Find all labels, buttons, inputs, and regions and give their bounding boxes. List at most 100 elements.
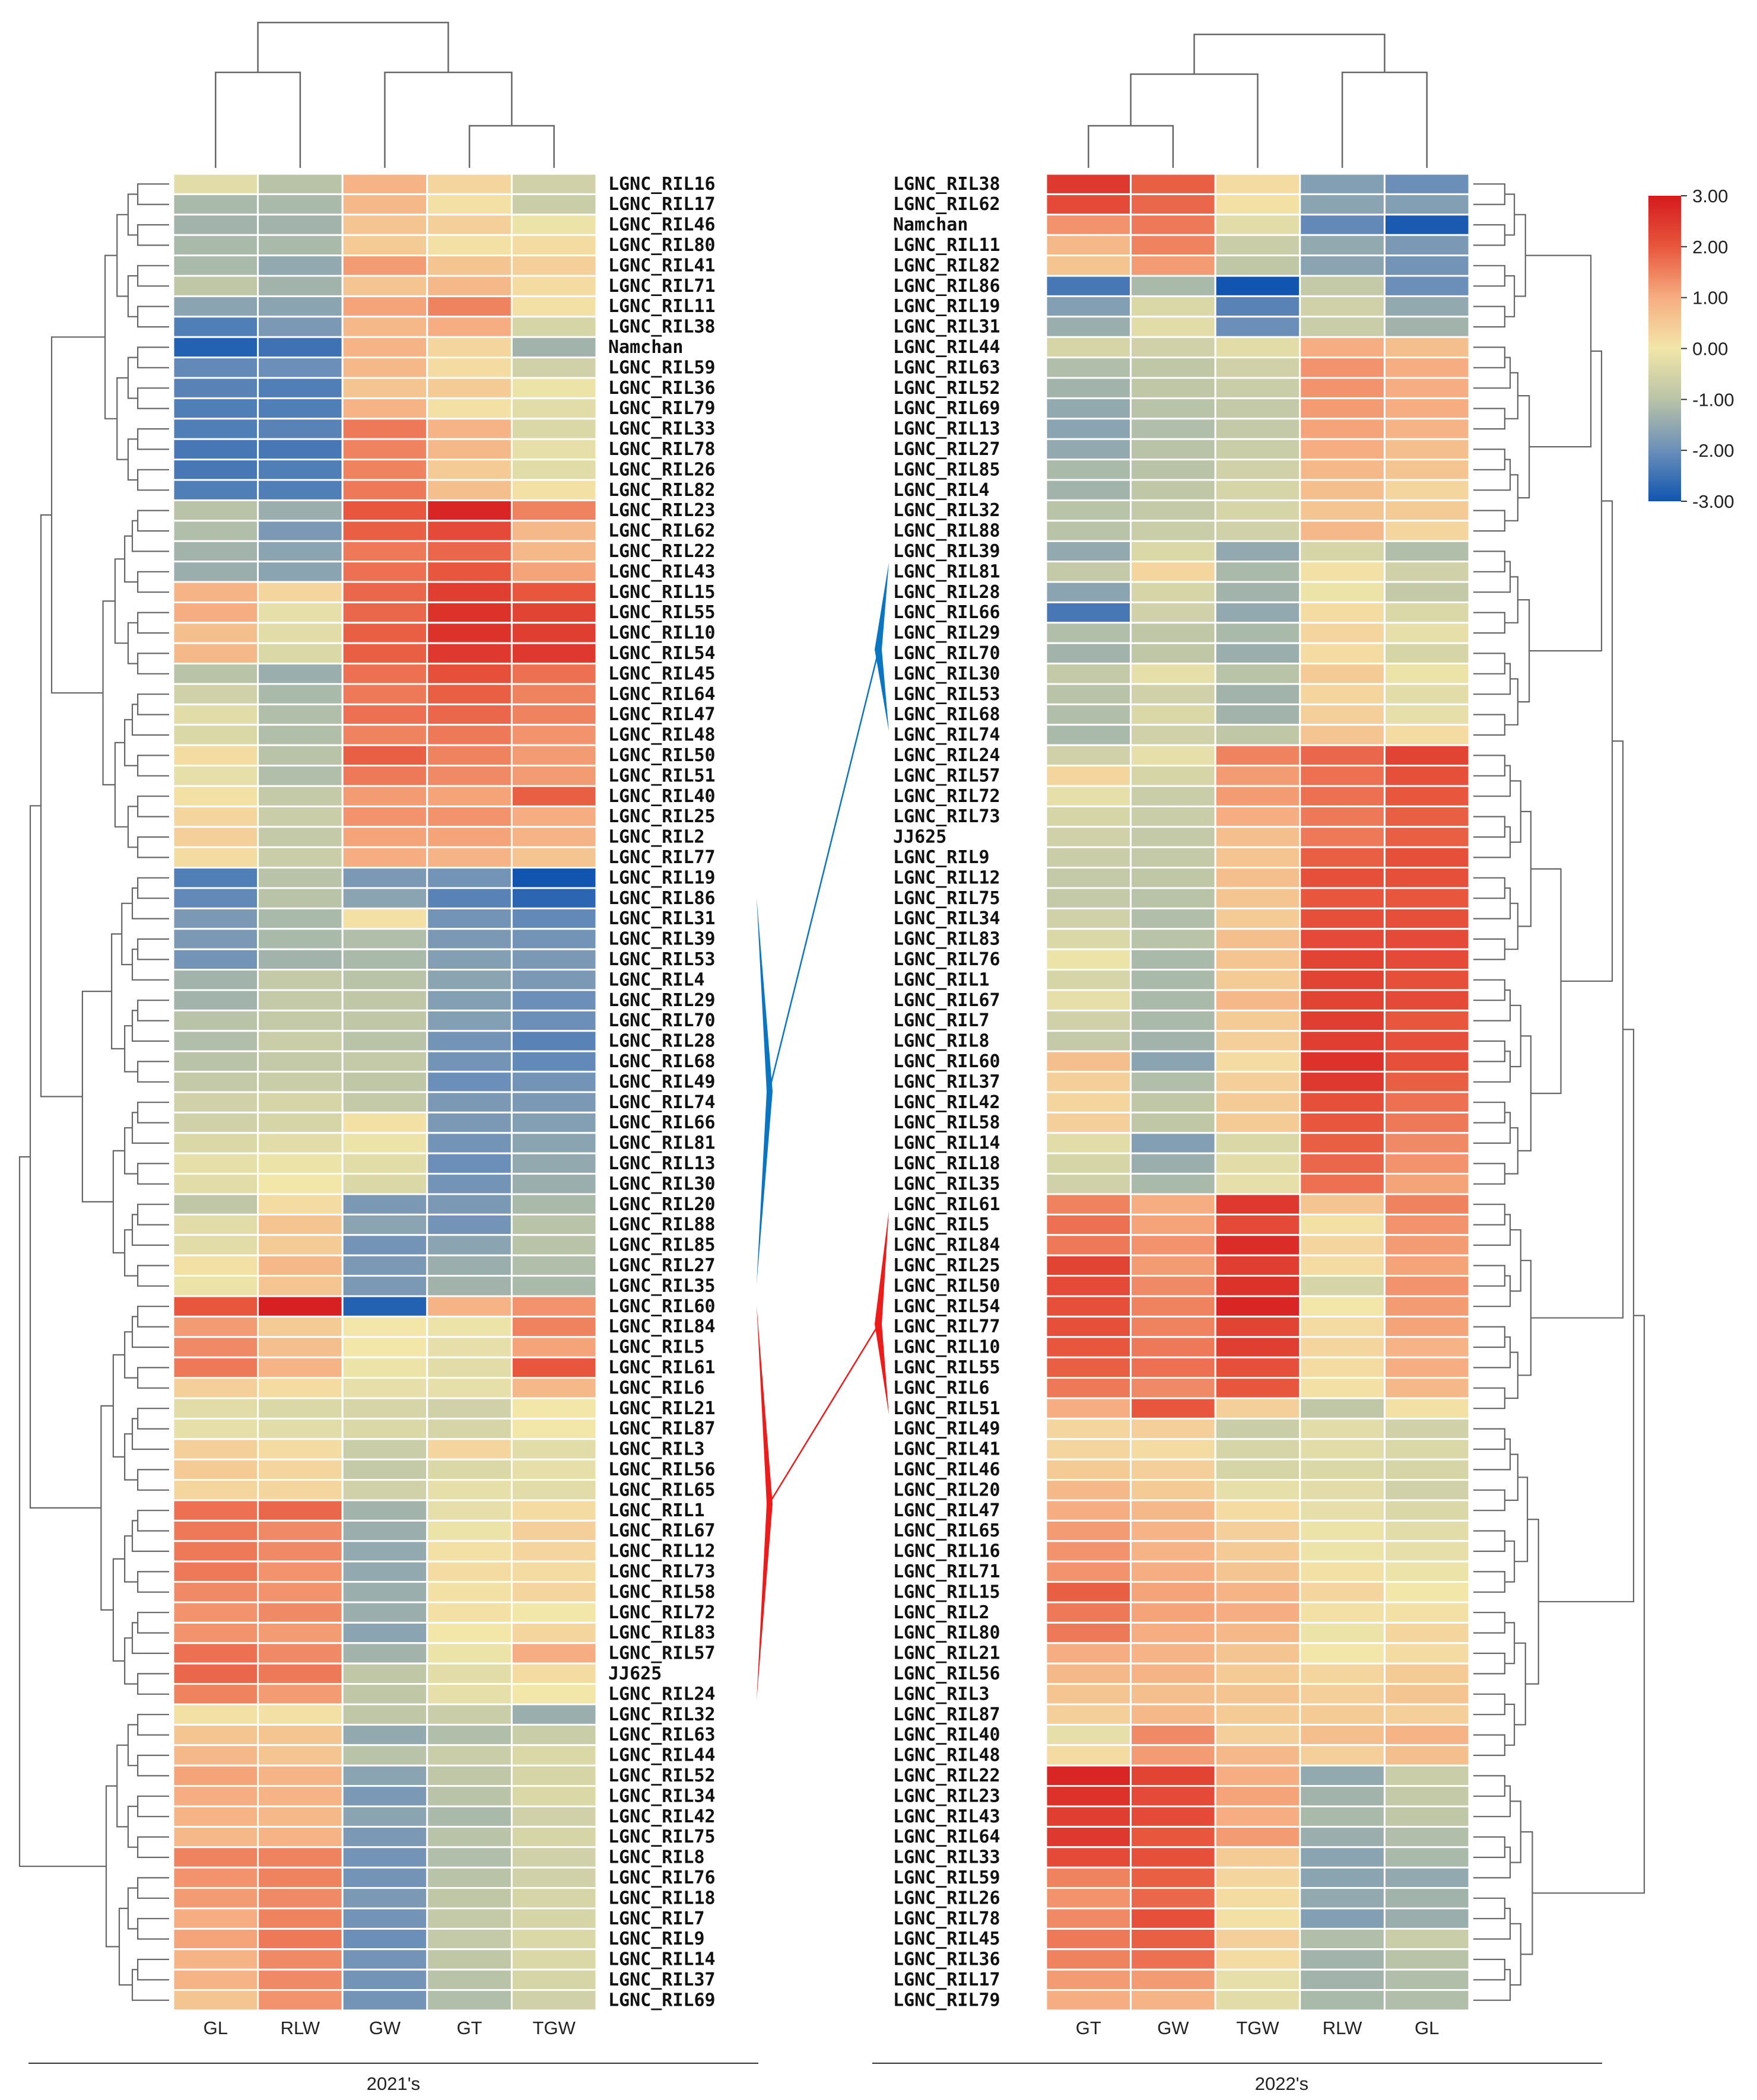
heatmap-cell <box>1299 1315 1386 1338</box>
heatmap-cell <box>1383 377 1470 399</box>
dendrogram-branch <box>1510 1800 1521 1863</box>
dendrogram-branch <box>1504 678 1518 726</box>
heatmap-cell <box>1045 948 1132 971</box>
heatmap-cell <box>172 1621 259 1644</box>
heatmap-cell <box>1130 1764 1216 1787</box>
heatmap-cell <box>1045 1458 1132 1481</box>
heatmap-cell <box>1130 1234 1216 1256</box>
dendrogram-branch <box>1473 816 1505 838</box>
dendrogram-branch <box>137 428 169 450</box>
heatmap-cell <box>257 336 344 359</box>
heatmap-cell <box>172 1479 259 1501</box>
heatmap-cell <box>1045 1540 1132 1563</box>
heatmap-cell <box>1045 1479 1132 1501</box>
heatmap-cell <box>1383 1458 1470 1481</box>
row-label: LGNC_RIL48 <box>893 1745 1000 1766</box>
heatmap-cell <box>172 785 259 807</box>
heatmap-cell <box>426 785 513 807</box>
row-label: LGNC_RIL26 <box>893 1888 1000 1908</box>
heatmap-cell <box>510 1152 598 1175</box>
heatmap-cell <box>1130 989 1216 1011</box>
heatmap-cell <box>1130 765 1216 787</box>
heatmap-cell <box>1130 1132 1216 1154</box>
dendrogram-branch <box>124 535 138 583</box>
dendrogram-branch <box>1530 868 1562 1094</box>
heatmap-cell <box>257 1397 344 1420</box>
dendrogram-branch <box>1473 1489 1505 1512</box>
heatmap-cell <box>341 1173 428 1195</box>
heatmap-cell <box>172 1193 259 1216</box>
heatmap-cell <box>1045 214 1132 236</box>
heatmap-cell <box>257 479 344 501</box>
heatmap-cell <box>1299 928 1386 950</box>
heatmap-cell <box>1130 1683 1216 1706</box>
heatmap-cell <box>1045 1111 1132 1134</box>
heatmap-cell <box>1299 1703 1386 1726</box>
heatmap-cell <box>172 1315 259 1338</box>
row-label: LGNC_RIL13 <box>608 1153 716 1174</box>
heatmap-cell <box>1045 1764 1132 1787</box>
heatmap-cell <box>1383 948 1470 971</box>
heatmap-cell <box>1383 1560 1470 1583</box>
heatmap-cell <box>1383 1907 1470 1930</box>
heatmap-cell <box>341 969 428 991</box>
row-label: LGNC_RIL60 <box>608 1296 716 1317</box>
dendrogram-branch <box>137 1102 169 1124</box>
row-label: LGNC_RIL28 <box>893 582 1000 603</box>
heatmap-cell <box>510 1193 598 1216</box>
heatmap-cell <box>1214 1295 1301 1318</box>
heatmap-cell <box>1383 1254 1470 1277</box>
heatmap-cell <box>1130 1152 1216 1175</box>
heatmap-cell <box>1299 887 1386 909</box>
heatmap-cell <box>257 1091 344 1113</box>
dendrogram-branch <box>1473 1958 1505 1981</box>
heatmap-cell <box>257 785 344 807</box>
colorbar-tick-label: -2.00 <box>1692 440 1734 461</box>
row-label: LGNC_RIL76 <box>893 949 1000 970</box>
row-labels-2021: LGNC_RIL16LGNC_RIL17LGNC_RIL46LGNC_RIL80… <box>608 174 716 2011</box>
row-label: LGNC_RIL45 <box>893 1929 1000 1949</box>
heatmap-cell <box>172 1825 259 1848</box>
heatmap-cell <box>1214 1397 1301 1420</box>
heatmap-cell <box>1130 1662 1216 1685</box>
heatmap-cell <box>426 336 513 359</box>
dendrogram-branch <box>1504 1453 1518 1501</box>
row-label: LGNC_RIL50 <box>608 745 716 766</box>
heatmap-cell <box>341 1621 428 1644</box>
heatmap-cell <box>1130 357 1216 379</box>
heatmap-cell <box>1045 1132 1132 1154</box>
row-label: LGNC_RIL25 <box>893 1255 1000 1276</box>
dendrogram-branch <box>127 1887 138 1930</box>
row-label: LGNC_RIL88 <box>893 521 1000 542</box>
heatmap-cell <box>1045 805 1132 828</box>
heatmap-cell <box>257 703 344 726</box>
heatmap-cell <box>1383 1193 1470 1216</box>
heatmap-cell <box>1299 1805 1386 1828</box>
heatmap-cell <box>341 1764 428 1787</box>
heatmap-cell <box>172 499 259 522</box>
heatmap-cell <box>426 540 513 563</box>
heatmap-cell <box>341 1866 428 1889</box>
row-label: LGNC_RIL86 <box>893 276 1000 297</box>
heatmap-cell <box>1130 1213 1216 1236</box>
row-label: LGNC_RIL35 <box>608 1275 716 1296</box>
heatmap-cell <box>1214 1091 1301 1113</box>
row-label: LGNC_RIL84 <box>608 1316 716 1337</box>
heatmap-cell <box>257 1458 344 1481</box>
dendrogram-branch <box>1514 1477 1529 1563</box>
heatmap-cell <box>172 989 259 1011</box>
heatmap-cell <box>1299 1009 1386 1032</box>
heatmap-cell <box>1299 1173 1386 1195</box>
row-label: LGNC_RIL8 <box>608 1847 705 1868</box>
heatmap-cell <box>172 1968 259 1991</box>
heatmap-cell <box>426 1377 513 1399</box>
dendrogram-branch <box>127 1724 138 1767</box>
heatmap-cell <box>1045 1315 1132 1338</box>
heatmap-cell <box>257 1356 344 1379</box>
heatmap-cell <box>426 765 513 787</box>
heatmap-cell <box>341 1540 428 1563</box>
heatmap-cell <box>172 867 259 889</box>
heatmap-cell <box>1045 479 1132 501</box>
heatmap-cell <box>341 1846 428 1869</box>
heatmap-cell <box>341 1560 428 1583</box>
